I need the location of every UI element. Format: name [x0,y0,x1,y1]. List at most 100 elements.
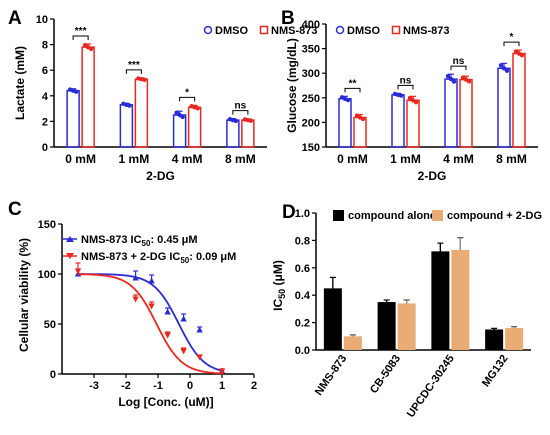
data-point [142,77,147,83]
data-point [148,303,155,310]
y-axis-label: IC50 (μM) [271,260,287,311]
x-tick-label: 4 mM [443,152,474,166]
data-point [501,66,507,71]
data-point [345,97,351,103]
data-point [498,63,504,68]
x-tick-label: -1 [153,380,163,392]
y-tick-label: 100 [38,269,56,281]
data-point [180,315,187,322]
bar [505,328,524,350]
data-point [127,103,132,108]
legend-label: NMS-873 [403,25,449,37]
bar [397,303,416,350]
panel-letter: D [282,202,296,223]
x-axis-label: 2-DG [418,169,447,183]
bar [241,119,255,148]
y-tick-label: 10 [36,14,48,26]
bar [353,116,367,148]
data-point [73,89,79,94]
y-tick-label: 150 [302,142,320,154]
y-tick-label: 150 [38,219,56,231]
legend-label: DMSO [215,25,248,37]
y-axis-label: Cellular viability (%) [17,238,31,352]
data-point [196,326,203,333]
significance-label: * [510,32,514,43]
y-tick-label: 0.6 [295,263,310,275]
y-tick-label: 0.0 [295,345,310,357]
bar [512,52,526,148]
y-tick-label: 200 [302,117,320,129]
data-point [164,308,171,315]
data-point [164,332,171,339]
fit-curve [78,273,224,373]
legend-marker-dmso [203,25,213,35]
bar [451,249,470,350]
bar [81,46,95,148]
data-point [451,79,457,84]
bar [459,78,473,148]
x-tick-label: 1 [219,380,225,392]
significance-label: ** [349,78,357,89]
significance-bracket [344,87,361,93]
legend-marker-dmso [335,25,345,35]
bar [323,288,342,350]
bar [497,67,511,148]
significance-label: ns [400,75,412,86]
y-tick-label: 0.4 [295,290,311,302]
data-point [398,93,404,98]
panel-a: 0 2 4 6 8 10 Lactate (mM) *** 0 mM *** 1 mM * 4 mM ns… [13,14,317,183]
y-tick-label: 4 [42,91,49,103]
data-point [180,348,187,355]
legend-label: NMS-873 [271,25,317,37]
data-point [132,296,139,303]
legend-label: NMS-873 + 2-DG IC50: 0.09 μM [81,251,236,265]
bar [377,302,396,350]
y-tick-label: 0.8 [295,235,310,247]
data-point [196,354,203,361]
significance-label: *** [75,26,87,37]
panel-letter: A [8,8,22,29]
bar [187,106,202,148]
y-tick-label: 1.0 [295,208,310,220]
y-tick-label: 0.2 [295,318,310,330]
bar [66,89,80,148]
legend-marker-nms [259,25,269,35]
significance-bracket [397,84,414,90]
y-tick-label: 250 [302,93,320,105]
x-axis-label: 2-DG [146,169,175,183]
fit-curve [78,273,224,375]
data-point [180,114,185,120]
y-tick-label: 0 [42,142,48,154]
panel-letter: B [281,8,295,29]
bar [343,336,362,350]
y-axis-label: Lactate (mM) [13,46,27,120]
panel-letter: C [8,199,22,220]
significance-label: * [185,87,189,98]
legend-label: compound + 2-DG [447,210,542,222]
x-tick-label: MG132 [480,353,511,389]
significance-label: ns [453,56,465,67]
data-point [360,116,366,122]
bar [172,114,187,148]
y-tick-label: 400 [302,19,320,31]
data-point [88,46,94,51]
significance-bracket [125,69,142,74]
legend-marker-nms [391,25,401,35]
x-tick-label: 0 mM [337,152,368,166]
data-point [413,100,419,105]
y-tick-label: 300 [302,68,320,80]
bar [338,98,352,148]
bar [485,329,504,350]
legend-label: DMSO [347,25,380,37]
y-tick-label: 6 [42,65,48,77]
panel-d: 0.0 0.2 0.4 0.6 0.8 1.0 IC50 (μM) NMS-873 CB-508… [271,208,542,420]
data-point [504,68,510,73]
x-tick-label: 8 mM [225,152,256,166]
bar [226,119,240,148]
y-tick-label: 0 [50,369,56,381]
x-tick-label: 4 mM [172,152,203,166]
significance-bracket [72,35,89,40]
data-point [74,268,82,275]
